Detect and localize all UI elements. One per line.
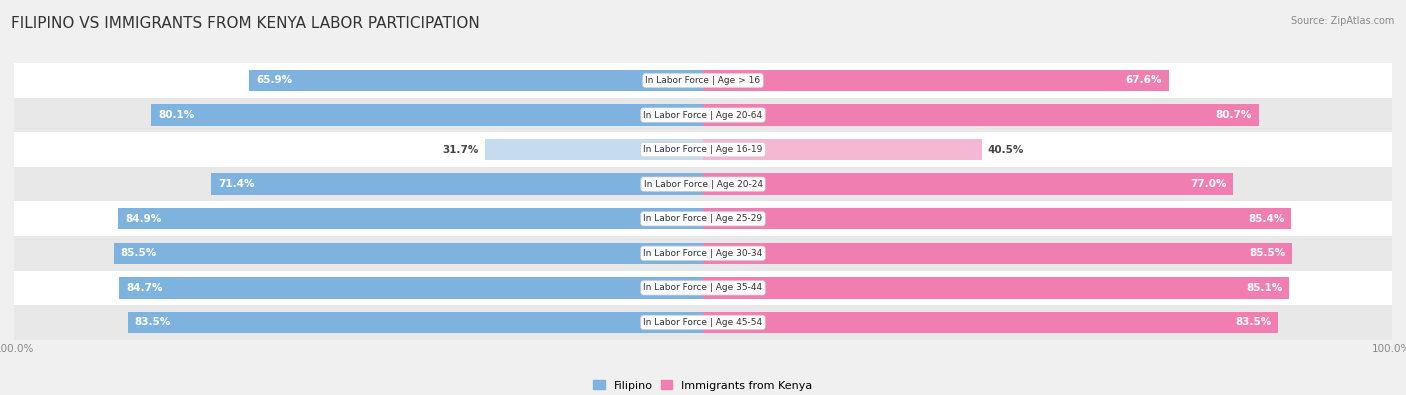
- Text: 83.5%: 83.5%: [1234, 318, 1271, 327]
- Bar: [14, 132, 1392, 167]
- Bar: [703, 139, 981, 160]
- Bar: [14, 271, 1392, 305]
- Text: In Labor Force | Age > 16: In Labor Force | Age > 16: [645, 76, 761, 85]
- Bar: [14, 63, 1392, 98]
- Bar: [703, 312, 1278, 333]
- Text: 65.9%: 65.9%: [256, 75, 292, 85]
- Text: FILIPINO VS IMMIGRANTS FROM KENYA LABOR PARTICIPATION: FILIPINO VS IMMIGRANTS FROM KENYA LABOR …: [11, 16, 479, 31]
- Bar: [703, 208, 1291, 229]
- Text: 77.0%: 77.0%: [1189, 179, 1226, 189]
- Text: 85.5%: 85.5%: [121, 248, 157, 258]
- Text: 84.9%: 84.9%: [125, 214, 162, 224]
- Text: 83.5%: 83.5%: [135, 318, 172, 327]
- Text: 85.5%: 85.5%: [1249, 248, 1285, 258]
- Text: In Labor Force | Age 16-19: In Labor Force | Age 16-19: [644, 145, 762, 154]
- Bar: [703, 70, 1168, 91]
- Bar: [14, 167, 1392, 201]
- Bar: [703, 277, 1289, 299]
- Bar: [211, 173, 703, 195]
- Text: 80.7%: 80.7%: [1216, 110, 1253, 120]
- Bar: [485, 139, 703, 160]
- Text: 85.4%: 85.4%: [1249, 214, 1285, 224]
- Bar: [114, 243, 703, 264]
- Bar: [118, 208, 703, 229]
- Text: Source: ZipAtlas.com: Source: ZipAtlas.com: [1291, 16, 1395, 26]
- Text: 67.6%: 67.6%: [1125, 75, 1161, 85]
- Text: 80.1%: 80.1%: [157, 110, 194, 120]
- Bar: [14, 305, 1392, 340]
- Text: 31.7%: 31.7%: [443, 145, 479, 154]
- Text: 40.5%: 40.5%: [987, 145, 1024, 154]
- Bar: [152, 104, 703, 126]
- Text: In Labor Force | Age 25-29: In Labor Force | Age 25-29: [644, 214, 762, 223]
- Bar: [14, 201, 1392, 236]
- Bar: [14, 98, 1392, 132]
- Text: 71.4%: 71.4%: [218, 179, 254, 189]
- Text: 84.7%: 84.7%: [127, 283, 163, 293]
- Bar: [703, 173, 1233, 195]
- Legend: Filipino, Immigrants from Kenya: Filipino, Immigrants from Kenya: [589, 376, 817, 395]
- Bar: [128, 312, 703, 333]
- Bar: [703, 104, 1258, 126]
- Text: In Labor Force | Age 20-64: In Labor Force | Age 20-64: [644, 111, 762, 120]
- Bar: [120, 277, 703, 299]
- Bar: [14, 236, 1392, 271]
- Text: In Labor Force | Age 45-54: In Labor Force | Age 45-54: [644, 318, 762, 327]
- Text: In Labor Force | Age 35-44: In Labor Force | Age 35-44: [644, 283, 762, 292]
- Bar: [249, 70, 703, 91]
- Text: In Labor Force | Age 30-34: In Labor Force | Age 30-34: [644, 249, 762, 258]
- Bar: [703, 243, 1292, 264]
- Text: In Labor Force | Age 20-24: In Labor Force | Age 20-24: [644, 180, 762, 189]
- Text: 85.1%: 85.1%: [1246, 283, 1282, 293]
